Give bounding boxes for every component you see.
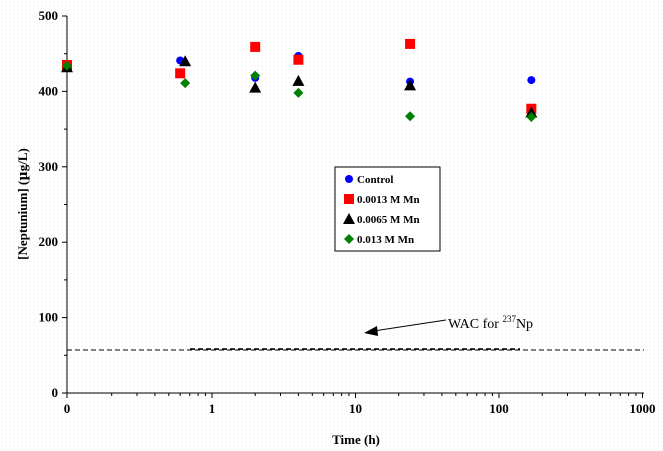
data-point: [405, 38, 416, 49]
x-tick-label: 1000: [630, 401, 656, 416]
data-point: [404, 79, 417, 91]
legend-label: 0.0065 M Mn: [357, 214, 420, 226]
legend-label: 0.013 M Mn: [357, 234, 414, 246]
y-tick-label: 200: [39, 234, 59, 249]
legend: Control 0.0013 M Mn 0.0065 M Mn 0.013 M Mn: [334, 166, 441, 252]
x-tick-label: 0: [64, 401, 71, 416]
data-point: [527, 76, 536, 85]
legend-label: 0.0013 M Mn: [357, 194, 420, 206]
data-point: [175, 68, 186, 79]
reference-arrow-shaft: [373, 319, 447, 332]
legend-marker: [345, 175, 353, 183]
legend-box: [334, 166, 441, 252]
data-point: [249, 81, 262, 93]
y-tick-label: 300: [39, 159, 59, 174]
reference-line-label: WAC for 237Np: [448, 314, 533, 332]
data-point: [250, 41, 261, 52]
reference-label-sup: 237: [502, 314, 516, 324]
y-tick-label: 400: [39, 83, 59, 98]
data-point: [293, 54, 304, 65]
x-tick-label: 1: [209, 401, 216, 416]
y-tick-label: 0: [52, 385, 59, 400]
reference-label-suffix: Np: [516, 317, 533, 332]
legend-label: Control: [357, 174, 393, 186]
y-axis-title-mu: µ: [16, 171, 31, 181]
y-axis-title: [Neptunium] (µg/L): [15, 148, 31, 260]
data-points: [61, 38, 538, 123]
x-axis-title: Time (h): [332, 432, 380, 447]
data-point: [293, 87, 304, 98]
y-tick-label: 100: [39, 310, 59, 325]
y-tick-label: 500: [39, 8, 59, 23]
legend-marker: [344, 194, 354, 204]
legend-marker: [344, 234, 354, 244]
x-tick-label: 100: [489, 401, 509, 416]
data-point: [525, 106, 538, 118]
series-3: [62, 60, 537, 123]
axes: [62, 15, 644, 398]
x-tick-label: 10: [349, 401, 362, 416]
data-point: [526, 112, 537, 123]
data-point: [179, 55, 192, 67]
tick-labels: 0 100 200 300 400 500 0 1 10 100 1000: [39, 8, 656, 416]
data-point: [292, 74, 305, 86]
y-axis-title-suffix: g/L): [15, 148, 30, 171]
legend-marker: [343, 213, 355, 224]
reference-label-prefix: WAC for: [448, 317, 502, 332]
data-point: [405, 111, 416, 122]
reference-line-group: [67, 319, 644, 351]
reference-arrow-head: [364, 326, 378, 336]
data-point: [180, 78, 191, 89]
data-point: [250, 70, 261, 81]
y-axis-title-prefix: [Neptunium] (: [15, 181, 30, 260]
data-point: [62, 60, 72, 71]
